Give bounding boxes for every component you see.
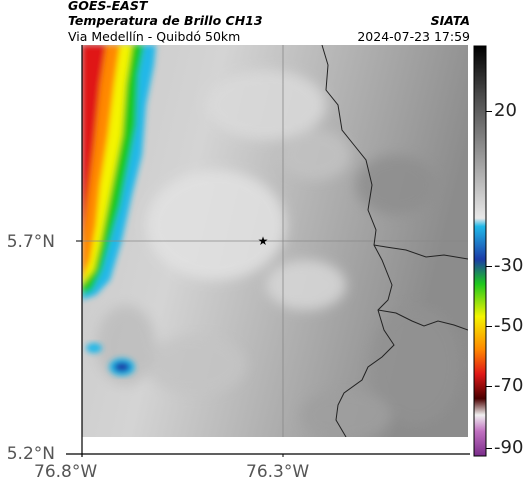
satellite-title: GOES-EAST: [68, 0, 148, 13]
colorbar-tick-label: -90: [494, 437, 524, 458]
x-tick-label: 76.3°W: [246, 462, 310, 482]
y-tick-label: 5.2°N: [6, 444, 55, 464]
colorbar-tick-label: -70: [494, 375, 524, 396]
datetime-label: 2024-07-23 17:59: [357, 29, 470, 44]
colorbar: [473, 45, 487, 457]
star-marker: ★: [258, 234, 269, 248]
colorbar-tick-label: -50: [494, 315, 524, 336]
agency-label: SIATA: [430, 13, 470, 28]
border-line: [321, 45, 395, 437]
y-tick-label: 5.7°N: [6, 232, 55, 252]
x-tick-label: 76.8°W: [34, 462, 98, 482]
colorbar-tick-label: -30: [494, 255, 524, 276]
cold-cloud-tops: [82, 45, 156, 300]
colorbar-tick-label: 20: [494, 100, 517, 121]
region-subtitle: Via Medellín - Quibdó 50km: [68, 29, 241, 44]
satellite-map: ★: [66, 45, 470, 457]
product-title: Temperatura de Brillo CH13: [68, 13, 263, 28]
